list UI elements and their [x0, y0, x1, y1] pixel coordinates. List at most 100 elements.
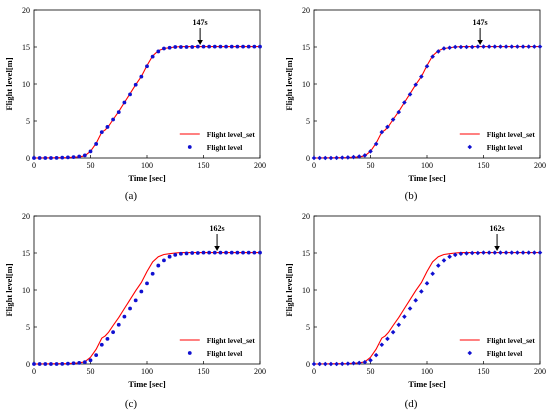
data-point	[150, 54, 155, 59]
legend-marker-swatch	[467, 350, 473, 356]
legend-label-set: Flight level_set	[487, 130, 536, 139]
data-point	[218, 44, 223, 49]
data-point	[252, 250, 257, 255]
annotation-arrow-head	[494, 246, 500, 251]
y-tick-label: 5	[26, 117, 30, 126]
y-tick-label: 15	[302, 43, 310, 52]
data-point	[60, 361, 65, 366]
x-tick-label: 150	[478, 161, 490, 170]
annotation-label: 162s	[489, 224, 504, 233]
y-tick-label: 15	[22, 249, 30, 258]
data-point	[116, 322, 121, 327]
data-point	[385, 336, 390, 342]
data-point	[436, 263, 441, 268]
data-point	[60, 155, 65, 160]
data-point	[323, 155, 328, 161]
data-point	[419, 289, 424, 294]
data-point	[436, 49, 441, 54]
x-axis-label: Time [sec]	[408, 173, 446, 183]
data-point	[224, 44, 229, 49]
x-tick-label: 0	[312, 161, 316, 170]
data-point	[99, 130, 104, 135]
data-point	[94, 142, 99, 146]
data-point	[133, 298, 138, 303]
data-point	[407, 92, 413, 97]
data-point	[66, 361, 70, 366]
data-point	[207, 250, 212, 255]
data-point	[334, 361, 339, 367]
panel-label: (c)	[125, 398, 138, 410]
data-point	[66, 155, 70, 160]
data-point	[82, 153, 87, 158]
data-point	[509, 250, 515, 255]
data-point	[111, 330, 115, 335]
data-point	[537, 44, 543, 49]
data-point	[362, 153, 368, 158]
data-point	[390, 117, 396, 122]
data-point	[235, 250, 240, 255]
data-point	[486, 250, 492, 255]
data-point	[486, 44, 492, 49]
data-point	[156, 263, 161, 268]
y-tick-label: 5	[26, 323, 30, 332]
x-tick-label: 150	[198, 161, 210, 170]
y-tick-label: 10	[302, 80, 310, 89]
y-tick-label: 15	[302, 249, 310, 258]
data-point	[464, 44, 469, 50]
data-point	[43, 156, 48, 160]
data-point	[122, 100, 127, 105]
data-point	[515, 250, 520, 255]
data-point	[515, 44, 520, 49]
data-point	[190, 45, 195, 49]
legend-label-measured: Flight level	[487, 349, 523, 358]
data-point	[509, 44, 515, 49]
x-axis-label: Time [sec]	[408, 379, 446, 389]
data-point	[105, 125, 110, 129]
data-point	[32, 156, 36, 160]
annotation-label: 147s	[193, 18, 208, 27]
data-point	[54, 155, 59, 160]
panel-label: (b)	[405, 190, 418, 202]
data-point	[173, 45, 178, 49]
panel-label: (d)	[405, 398, 418, 410]
data-point	[407, 306, 413, 311]
data-point	[111, 117, 115, 122]
data-point	[328, 361, 334, 367]
data-point	[526, 250, 531, 255]
legend-label-measured: Flight level	[207, 349, 243, 358]
x-tick-label: 100	[141, 161, 153, 170]
y-tick-label: 10	[22, 286, 30, 295]
data-point	[345, 155, 351, 160]
data-point	[469, 44, 475, 50]
data-point	[481, 44, 486, 49]
y-axis-label: Flight level[m]	[4, 263, 14, 316]
y-tick-label: 0	[306, 360, 310, 369]
data-point	[258, 250, 262, 255]
y-tick-label: 0	[26, 154, 30, 163]
data-point	[43, 362, 48, 366]
data-point	[492, 44, 498, 49]
data-point	[88, 358, 93, 363]
data-point	[390, 329, 396, 335]
data-point	[94, 353, 99, 358]
data-point	[492, 250, 498, 255]
data-point	[498, 250, 503, 255]
legend-marker-swatch	[467, 144, 473, 150]
data-point	[345, 361, 351, 366]
x-tick-label: 200	[254, 367, 266, 376]
data-point	[128, 92, 132, 97]
data-point	[133, 82, 138, 87]
data-point	[139, 289, 144, 294]
data-point	[139, 74, 144, 79]
data-point	[311, 155, 317, 161]
data-point	[201, 250, 206, 255]
data-point	[99, 342, 104, 347]
data-point	[82, 360, 87, 365]
data-point	[452, 252, 458, 258]
annotation-arrow-head	[197, 40, 203, 45]
y-axis-label: Flight level[m]	[284, 263, 294, 316]
data-point	[441, 258, 447, 263]
data-point	[241, 44, 245, 49]
y-tick-label: 20	[22, 212, 30, 221]
